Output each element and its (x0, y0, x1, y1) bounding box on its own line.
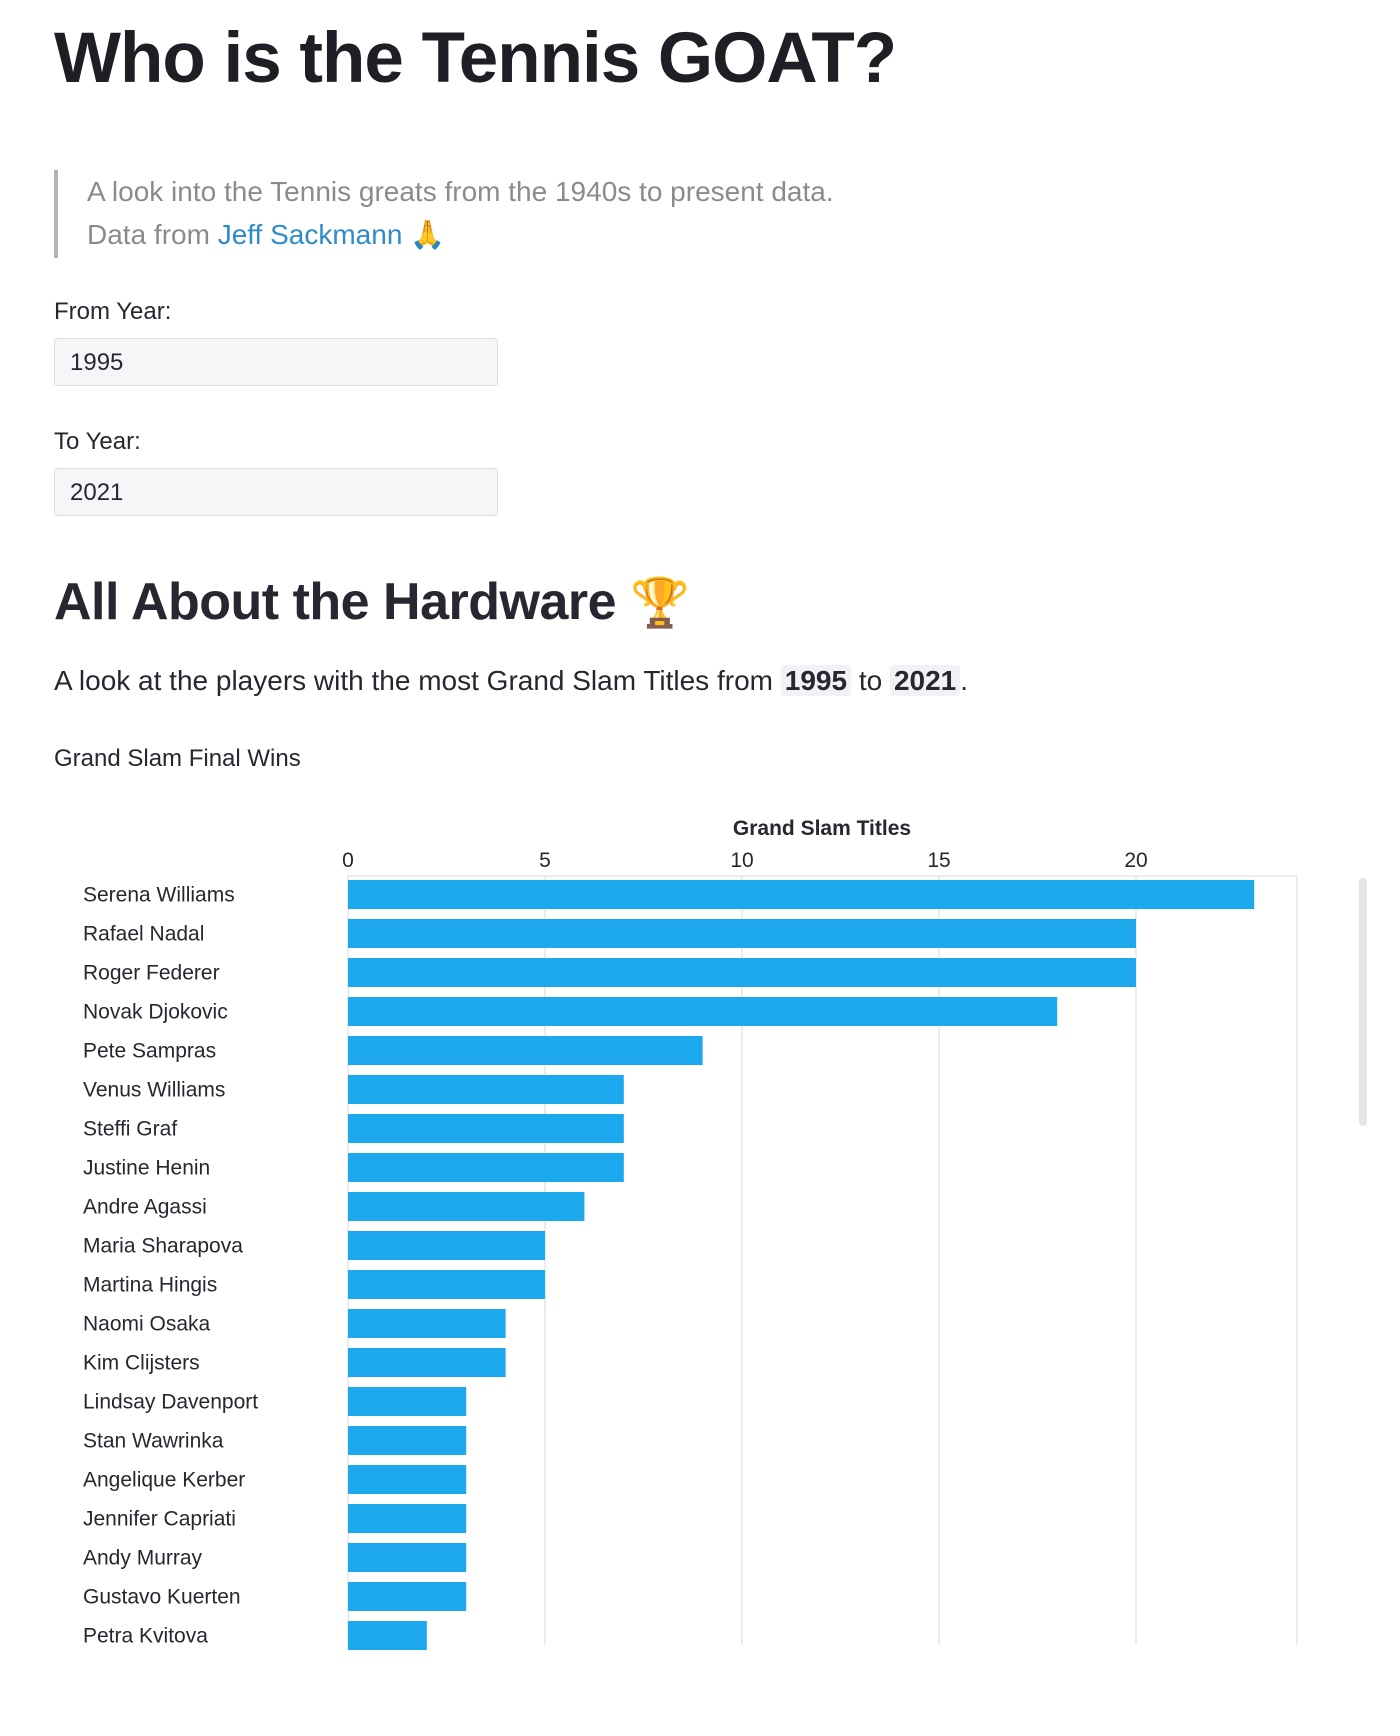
category-label: Kim Clijsters (83, 1352, 200, 1375)
bar (348, 1426, 467, 1455)
x-tick-label: 5 (539, 849, 551, 872)
bar (348, 1348, 506, 1377)
category-label: Lindsay Davenport (83, 1391, 258, 1414)
desc-to-year: 2021 (889, 665, 961, 696)
x-tick-label: 20 (1124, 849, 1147, 872)
to-year-input[interactable]: 2021 (54, 468, 498, 516)
bar (348, 919, 1136, 948)
desc-from-year: 1995 (780, 665, 852, 696)
bar (348, 1387, 467, 1416)
category-label: Angelique Kerber (83, 1469, 245, 1492)
quote-prefix: Data from (87, 219, 218, 250)
section-title: All About the Hardware 🏆 (54, 572, 690, 632)
bar (348, 1504, 467, 1533)
x-axis-title: Grand Slam Titles (733, 817, 911, 840)
bar (348, 1114, 624, 1143)
intro-quote: A look into the Tennis greats from the 1… (54, 170, 834, 258)
quote-line-2: Data from Jeff Sackmann 🙏 (87, 213, 834, 256)
x-tick-label: 15 (927, 849, 950, 872)
bar (348, 1309, 506, 1338)
jeff-sackmann-link[interactable]: Jeff Sackmann (217, 219, 403, 250)
bar (348, 1192, 585, 1221)
category-label: Jennifer Capriati (83, 1508, 236, 1531)
to-year-label: To Year: (54, 428, 141, 455)
category-label: Andre Agassi (83, 1196, 207, 1219)
chart-scrollbar[interactable] (1359, 878, 1367, 1126)
category-label: Petra Kvitova (83, 1625, 208, 1648)
bar (348, 1543, 467, 1572)
bar (348, 1582, 467, 1611)
trophy-icon: 🏆 (629, 577, 690, 630)
from-year-label: From Year: (54, 298, 172, 325)
desc-prefix: A look at the players with the most Gran… (54, 665, 781, 696)
category-label: Gustavo Kuerten (83, 1586, 241, 1609)
bar (348, 958, 1136, 987)
bar (348, 1153, 624, 1182)
desc-mid: to (851, 665, 890, 696)
category-label: Maria Sharapova (83, 1235, 243, 1258)
quote-line-1: A look into the Tennis greats from the 1… (87, 176, 834, 207)
category-label: Roger Federer (83, 962, 220, 985)
category-label: Andy Murray (83, 1547, 203, 1570)
section-title-text: All About the Hardware (54, 573, 617, 631)
praying-hands-icon: 🙏 (410, 218, 446, 251)
category-label: Martina Hingis (83, 1274, 217, 1297)
desc-suffix: . (960, 665, 969, 696)
bar (348, 880, 1255, 909)
category-label: Novak Djokovic (83, 1001, 228, 1024)
category-label: Justine Henin (83, 1157, 210, 1180)
bar (348, 1231, 545, 1260)
bar (348, 1465, 467, 1494)
category-label: Stan Wawrinka (83, 1430, 224, 1453)
bar (348, 1621, 427, 1650)
category-label: Pete Sampras (83, 1040, 216, 1063)
from-year-input[interactable]: 1995 (54, 338, 498, 386)
grand-slam-bar-chart: 0 5 10 15 20 Grand Slam Titles Serena Williams… (83, 817, 1298, 1650)
category-label: Rafael Nadal (83, 923, 204, 946)
bar (348, 997, 1058, 1026)
category-label: Naomi Osaka (83, 1313, 211, 1336)
category-label: Serena Williams (83, 884, 235, 907)
chart-heading: Grand Slam Final Wins (54, 745, 301, 772)
category-label: Steffi Graf (83, 1118, 177, 1141)
bar (348, 1270, 545, 1299)
x-tick-label: 10 (730, 849, 753, 872)
x-tick-label: 0 (342, 849, 354, 872)
category-label: Venus Williams (83, 1079, 225, 1102)
bar (348, 1075, 624, 1104)
section-description: A look at the players with the most Gran… (54, 665, 968, 697)
bar (348, 1036, 703, 1065)
page-title: Who is the Tennis GOAT? (54, 19, 897, 98)
